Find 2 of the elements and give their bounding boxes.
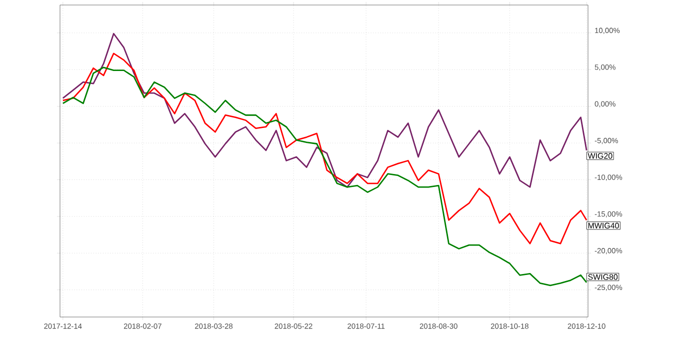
line-series xyxy=(62,52,588,244)
line-series xyxy=(62,32,588,188)
